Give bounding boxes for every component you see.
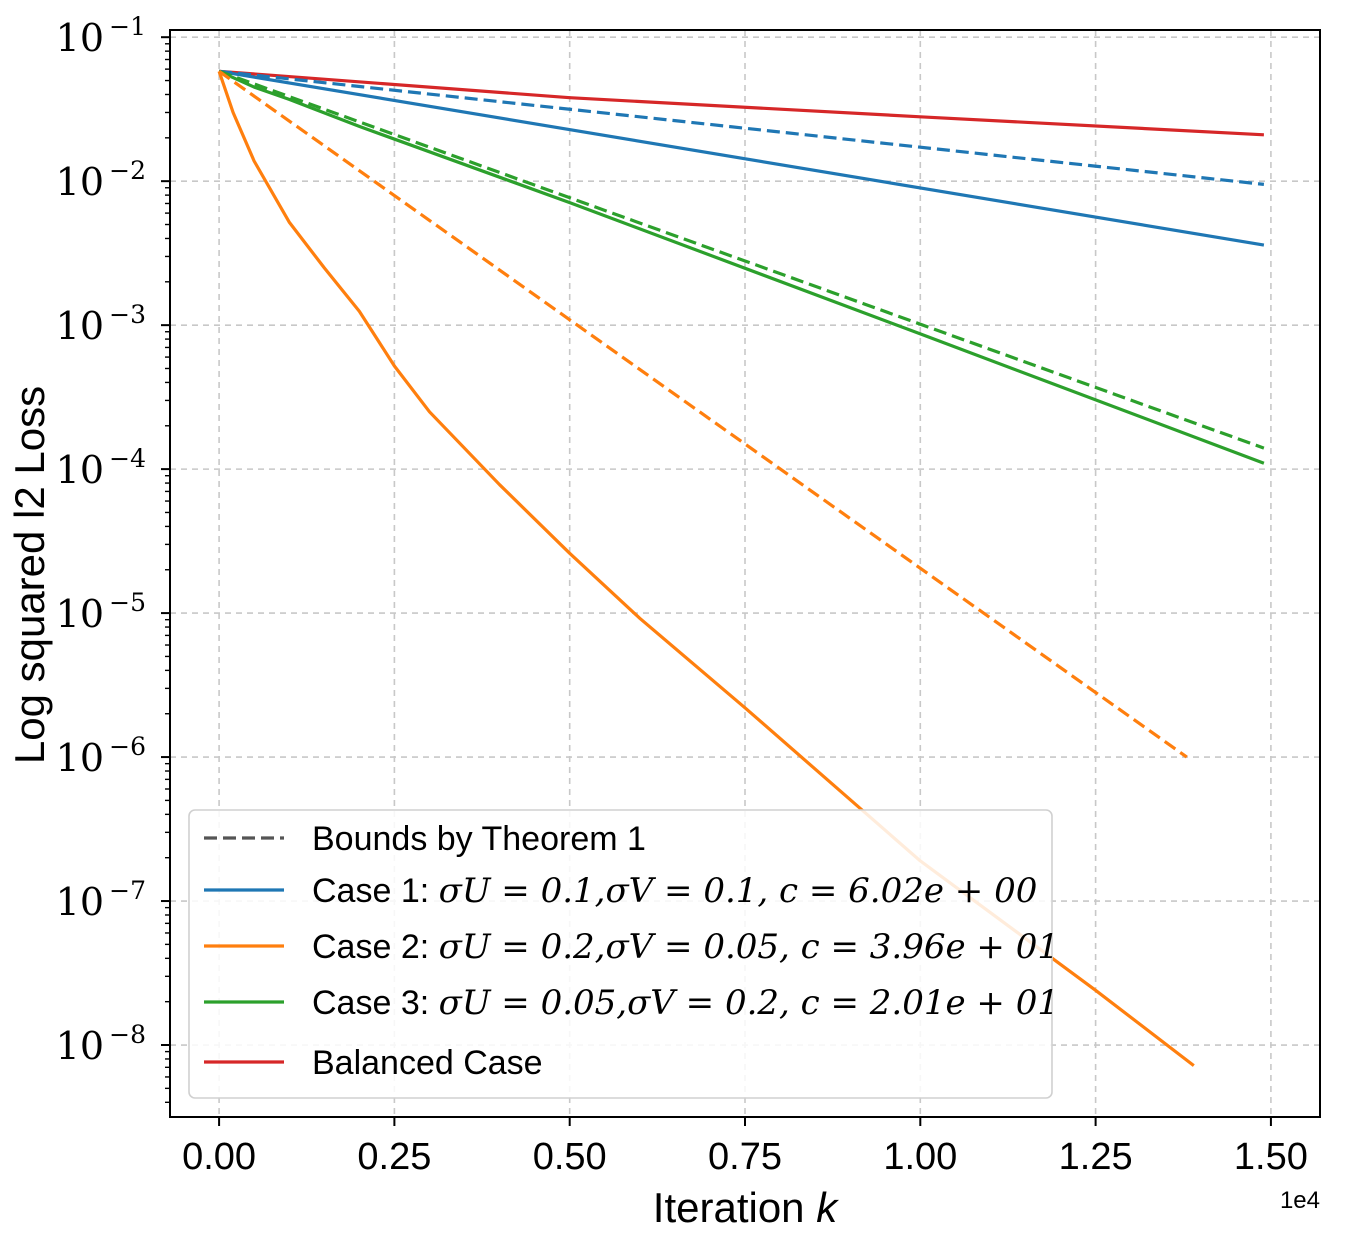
legend-label-math: σU = 0.1,σV = 0.1, c = 6.02e + 00 <box>439 871 1038 911</box>
y-tick-exponent: −8 <box>109 1020 146 1049</box>
x-tick-label: 1.25 <box>1059 1136 1133 1178</box>
y-tick-label: 10 <box>56 1024 104 1068</box>
legend-label-math: σU = 0.2,σV = 0.05, c = 3.96e + 01 <box>439 927 1059 967</box>
series-line-bound2 <box>218 69 1188 759</box>
legend-box <box>188 809 1053 1099</box>
y-axis-label: Log squared l2 Loss <box>6 386 53 764</box>
legend-label-text: Bounds by Theorem 1 <box>312 820 646 858</box>
legend-label-case3: Case 3: σU = 0.05,σV = 0.2, c = 2.01e + … <box>312 983 1059 1023</box>
y-tick-label: 10 <box>56 592 104 636</box>
x-tick-label: 0.75 <box>708 1136 782 1178</box>
x-tick-label: 0.25 <box>357 1136 431 1178</box>
legend-label-case2: Case 2: σU = 0.2,σV = 0.05, c = 3.96e + … <box>312 927 1059 967</box>
legend-label-text: Case 2: <box>312 928 439 966</box>
y-tick-label: 10 <box>56 160 104 204</box>
x-axis-label-var: k <box>816 1184 839 1231</box>
x-tick-label: 1.00 <box>883 1136 957 1178</box>
y-tick-exponent: −3 <box>109 300 146 329</box>
series-line-bound3 <box>218 69 1265 450</box>
legend-label-text: Balanced Case <box>312 1044 543 1082</box>
y-tick-label: 10 <box>56 16 104 60</box>
y-tick-exponent: −6 <box>109 732 146 761</box>
legend: Bounds by Theorem 1 Case 1: σU = 0.1,σV =… <box>188 809 1059 1099</box>
series-line-balanced <box>218 69 1264 137</box>
series-line-case1 <box>218 69 1265 247</box>
series-line-case3 <box>218 69 1265 465</box>
x-axis-offset-label: 1e4 <box>1280 1187 1320 1214</box>
y-tick-label: 10 <box>56 448 104 492</box>
x-tick-label: 0.00 <box>182 1136 256 1178</box>
y-tick-label: 10 <box>56 736 104 780</box>
axis-ticks: 0.00 0.25 0.50 0.75 1.00 1.25 1.50−110−210−310… <box>56 12 1308 1178</box>
y-tick-label: 10 <box>56 304 104 348</box>
y-tick-exponent: −2 <box>109 156 146 185</box>
legend-label-math: σU = 0.05,σV = 0.2, c = 2.01e + 01 <box>439 983 1059 1023</box>
legend-label-text: Case 1: <box>312 872 439 910</box>
legend-label-case1: Case 1: σU = 0.1,σV = 0.1, c = 6.02e + 0… <box>312 871 1037 911</box>
legend-label-balanced: Balanced Case <box>312 1044 543 1082</box>
x-axis-label: Iteration k <box>653 1184 839 1231</box>
y-tick-exponent: −7 <box>109 876 146 905</box>
series-line-bound1 <box>218 69 1265 186</box>
y-tick-exponent: −4 <box>109 444 146 473</box>
x-tick-label: 1.50 <box>1234 1136 1308 1178</box>
x-tick-label: 0.50 <box>533 1136 607 1178</box>
legend-label-bounds: Bounds by Theorem 1 <box>312 820 646 858</box>
y-tick-label: 10 <box>56 880 104 924</box>
x-axis-label-text: Iteration <box>653 1184 816 1231</box>
y-tick-exponent: −5 <box>109 588 146 617</box>
y-tick-exponent: −1 <box>109 12 146 41</box>
legend-label-text: Case 3: <box>312 984 439 1022</box>
